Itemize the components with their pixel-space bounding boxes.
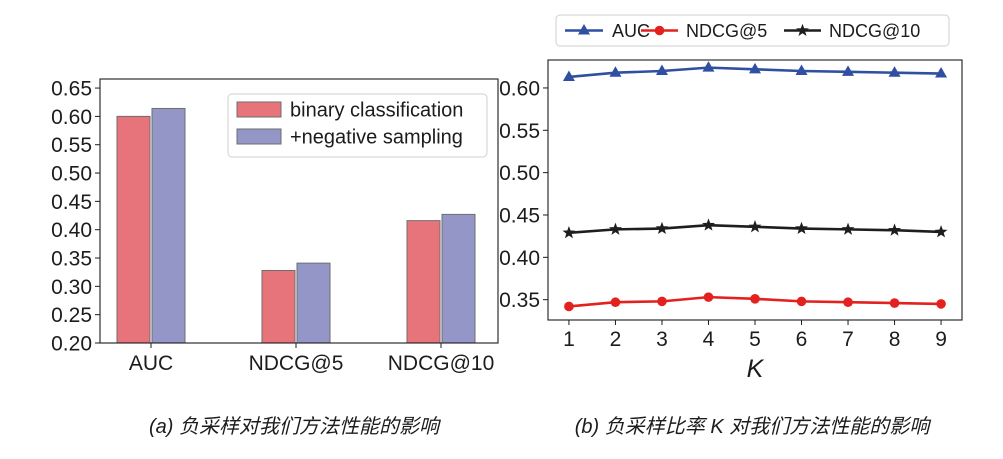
y-tick-label: 0.45 bbox=[499, 204, 540, 227]
y-tick-label: 0.55 bbox=[51, 134, 92, 157]
chart-b-series bbox=[562, 61, 948, 312]
chart-b-axes-frame bbox=[547, 59, 963, 321]
y-tick-label: 0.60 bbox=[499, 77, 540, 100]
point-ndcg-5-k6 bbox=[796, 296, 807, 307]
series-ndcg-10 bbox=[562, 218, 948, 239]
point-auc-k2 bbox=[609, 66, 622, 77]
chart-b-legend-box bbox=[555, 14, 950, 47]
chart-a-bars bbox=[116, 107, 476, 344]
legend-label-ndcg-5: NDCG@5 bbox=[686, 21, 767, 41]
point-auc-k9 bbox=[935, 67, 948, 78]
point-ndcg-5-k8 bbox=[889, 298, 900, 308]
chart-b-legend-handles bbox=[565, 23, 821, 36]
y-tick-label: 0.35 bbox=[499, 289, 540, 312]
point-ndcg-10-k5 bbox=[748, 220, 762, 233]
y-tick-label: 0.50 bbox=[51, 163, 92, 186]
chart-b-y-axis: 0.35 0.40 0.45 0.50 0.55 0.60 bbox=[499, 77, 548, 312]
point-ndcg-5-k7 bbox=[843, 297, 853, 308]
bar-auc-negative-sampling bbox=[151, 107, 186, 344]
legend-label-negative-sampling: +negative sampling bbox=[290, 127, 463, 149]
legend-label-ndcg-10: NDCG@10 bbox=[829, 21, 920, 41]
point-ndcg-10-k2 bbox=[608, 222, 622, 235]
x-tick-label: 4 bbox=[703, 328, 715, 351]
chart-b: 0.35 0.40 0.45 0.50 0.55 0.60 1 2 3 4 5 6 7 8 9 K AUC… bbox=[499, 14, 963, 383]
point-ndcg-5-k9 bbox=[936, 299, 946, 309]
x-tick-label-auc: AUC bbox=[129, 352, 173, 375]
chart-a-axes-frame bbox=[99, 78, 499, 344]
legend-patch-negative-sampling bbox=[236, 128, 282, 145]
y-tick-label: 0.40 bbox=[499, 247, 540, 270]
x-tick-label: 9 bbox=[935, 328, 947, 351]
point-ndcg-5-k5 bbox=[750, 294, 760, 304]
x-tick-label: 8 bbox=[889, 328, 901, 351]
point-auc-k3 bbox=[655, 64, 668, 76]
point-ndcg-5-k3 bbox=[657, 296, 667, 307]
y-tick-label: 0.35 bbox=[51, 248, 92, 271]
chart-b-legend: AUC NDCG@5 NDCG@10 bbox=[555, 14, 950, 47]
x-tick-label: 3 bbox=[656, 328, 668, 351]
y-tick-label: 0.60 bbox=[51, 106, 92, 129]
y-tick-label: 0.40 bbox=[51, 219, 92, 242]
point-ndcg-10-k7 bbox=[841, 222, 855, 235]
x-tick-label: 2 bbox=[610, 328, 622, 351]
point-auc-k4 bbox=[702, 61, 715, 72]
x-tick-label-ndcg-10: NDCG@10 bbox=[388, 352, 495, 375]
legend-patch-binary-classification bbox=[236, 101, 282, 118]
y-tick-label: 0.55 bbox=[499, 120, 540, 143]
x-tick-label: 7 bbox=[842, 328, 854, 351]
legend-label-auc: AUC bbox=[612, 21, 650, 41]
series-ndcg-5 bbox=[564, 292, 946, 312]
chart-b-x-axis: 1 2 3 4 5 6 7 8 9 bbox=[563, 320, 947, 351]
y-tick-label: 0.50 bbox=[499, 162, 540, 185]
point-ndcg-10-k4 bbox=[702, 218, 715, 231]
point-ndcg-10-k9 bbox=[934, 225, 948, 238]
chart-a-y-axis: 0.20 0.25 0.30 0.35 0.40 0.45 0.50 0.55 0.60 0.65 bbox=[51, 78, 100, 356]
x-tick-label: 6 bbox=[796, 328, 808, 351]
point-ndcg-5-k1 bbox=[564, 301, 574, 312]
chart-a-legend-box bbox=[227, 93, 488, 158]
y-tick-label: 0.30 bbox=[51, 276, 92, 299]
y-tick-label: 0.20 bbox=[51, 333, 92, 356]
series-auc bbox=[562, 61, 948, 81]
point-auc-k6 bbox=[795, 64, 808, 76]
x-tick-label: 5 bbox=[749, 328, 761, 351]
chart-a-legend: binary classification +negative sampling bbox=[227, 93, 488, 158]
caption-b: (b) 负采样比率 K 对我们方法性能的影响 bbox=[575, 416, 932, 438]
bar-ndcg-10-binary-classification bbox=[406, 220, 441, 344]
point-auc-k7 bbox=[842, 65, 855, 76]
bar-ndcg-5-negative-sampling bbox=[296, 262, 331, 344]
chart-a: 0.20 0.25 0.30 0.35 0.40 0.45 0.50 0.55 0.60 0.65… bbox=[51, 78, 499, 375]
legend-marker-ndcg-5 bbox=[654, 25, 665, 36]
legend-marker-ndcg-10 bbox=[796, 23, 809, 36]
x-tick-label-ndcg-5: NDCG@5 bbox=[249, 352, 344, 375]
point-auc-k1 bbox=[562, 70, 575, 81]
y-tick-label: 0.25 bbox=[51, 304, 92, 327]
point-ndcg-10-k8 bbox=[888, 223, 902, 236]
bar-ndcg-5-binary-classification bbox=[261, 269, 296, 344]
point-ndcg-10-k1 bbox=[562, 225, 576, 239]
point-ndcg-5-k4 bbox=[703, 292, 714, 302]
y-tick-label: 0.65 bbox=[51, 78, 92, 101]
y-tick-label: 0.45 bbox=[51, 191, 92, 214]
chart-b-x-axis-label: K bbox=[747, 355, 765, 383]
point-auc-k8 bbox=[888, 66, 901, 77]
legend-label-binary-classification: binary classification bbox=[290, 100, 463, 122]
chart-a-x-axis: AUC NDCG@5 NDCG@10 bbox=[129, 343, 494, 375]
bar-auc-binary-classification bbox=[116, 115, 151, 344]
point-ndcg-10-k6 bbox=[795, 221, 808, 235]
x-tick-label: 1 bbox=[563, 328, 575, 351]
point-ndcg-5-k2 bbox=[610, 297, 621, 308]
point-ndcg-10-k3 bbox=[655, 221, 669, 235]
point-auc-k5 bbox=[749, 62, 761, 74]
bar-ndcg-10-negative-sampling bbox=[441, 213, 476, 344]
caption-a: (a) 负采样对我们方法性能的影响 bbox=[149, 416, 442, 438]
legend-marker-auc bbox=[578, 24, 590, 35]
